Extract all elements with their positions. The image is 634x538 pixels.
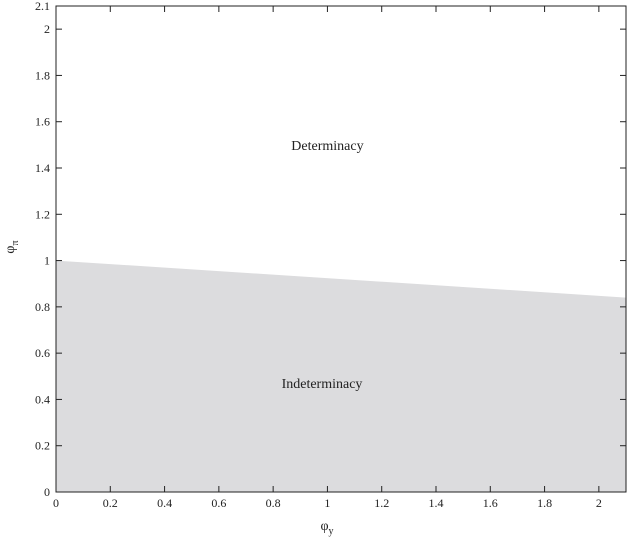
x-tick-label: 1.2: [374, 496, 389, 510]
y-tick-label: 2: [44, 22, 50, 36]
y-tick-label: 1.8: [35, 68, 50, 82]
y-tick-label: 1.2: [35, 207, 50, 221]
region-label: Determinacy: [291, 139, 363, 154]
y-tick-label: 1: [44, 254, 50, 268]
x-tick-label: 0.4: [157, 496, 172, 510]
x-tick-label: 2: [596, 496, 602, 510]
y-axis-label-subscript: π: [10, 240, 21, 245]
indeterminacy-area: [56, 260, 626, 492]
y-tick-label: 1.4: [35, 161, 50, 175]
region-label: Indeterminacy: [282, 377, 363, 392]
plot-frame: [55, 5, 627, 493]
y-tick-label: 0.4: [35, 392, 50, 406]
y-axis-ticks: 0 0.2 0.4 0.6 0.8 1 1.2 1.4 1.6 1.8 2 2.1: [35, 0, 626, 499]
plot-fill-layer: [56, 260, 626, 492]
y-tick-label: 0.8: [35, 300, 50, 314]
y-tick-label: 0.6: [35, 346, 50, 360]
x-tick-label: 1.4: [429, 496, 444, 510]
y-tick-label: 0.2: [35, 439, 50, 453]
x-tick-label: 0: [53, 496, 59, 510]
x-axis-label: φy: [320, 519, 333, 537]
y-tick-label: 1.6: [35, 115, 50, 129]
x-tick-label: 0.2: [103, 496, 118, 510]
y-tick-label: 0: [44, 485, 50, 499]
x-axis-label-subscript: y: [329, 526, 334, 537]
x-tick-label: 0.8: [266, 496, 281, 510]
y-axis-label: φπ: [3, 240, 21, 253]
x-tick-label: 1: [324, 496, 330, 510]
x-axis-ticks: 0 0.2 0.4 0.6 0.8 1 1.2 1.4 1.6 1.8 2: [53, 6, 602, 510]
x-tick-label: 1.6: [483, 496, 498, 510]
x-tick-label: 0.6: [211, 496, 226, 510]
y-tick-label: 2.1: [35, 0, 50, 13]
region-labels: Determinacy Indeterminacy: [282, 139, 364, 392]
y-axis-label-symbol: φ: [3, 245, 18, 253]
x-tick-label: 1.8: [537, 496, 552, 510]
x-axis-label-symbol: φ: [320, 519, 328, 534]
